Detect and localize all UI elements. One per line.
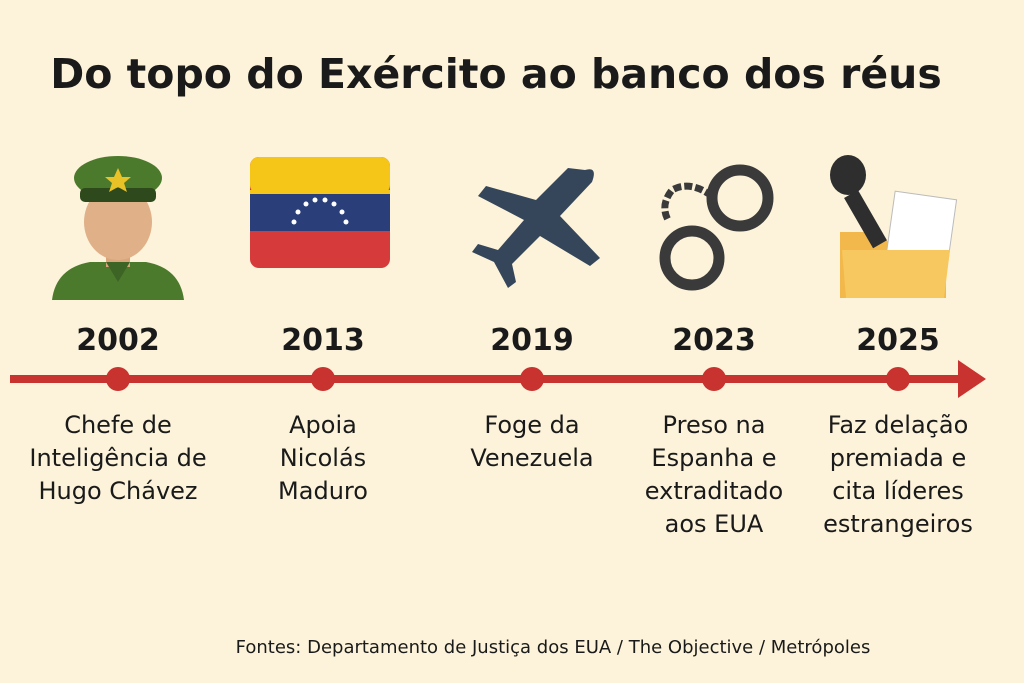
event-description: Maduro bbox=[278, 477, 368, 505]
event-description: estrangeiros bbox=[823, 510, 973, 538]
event-description: extraditado bbox=[645, 477, 783, 505]
timeline-arrow bbox=[958, 360, 986, 398]
event-description: Venezuela bbox=[470, 444, 593, 472]
microphone-folder-icon bbox=[830, 155, 958, 298]
venezuela-flag-icon bbox=[250, 157, 390, 268]
event-description: cita líderes bbox=[832, 477, 964, 505]
event-year: 2023 bbox=[672, 323, 756, 358]
event-year: 2019 bbox=[490, 323, 574, 358]
sources: Fontes: Departamento de Justiça dos EUA … bbox=[236, 637, 871, 658]
event-year: 2002 bbox=[76, 323, 160, 358]
timeline-dot bbox=[311, 367, 335, 391]
event-year: 2025 bbox=[856, 323, 940, 358]
event-description: Espanha e bbox=[651, 444, 776, 472]
timeline-dot bbox=[520, 367, 544, 391]
airplane-icon bbox=[472, 168, 600, 288]
event-description: Hugo Chávez bbox=[38, 477, 197, 505]
event-description: Preso na bbox=[663, 411, 766, 439]
event-description: aos EUA bbox=[665, 510, 764, 538]
event-description: Nicolás bbox=[280, 444, 366, 472]
handcuffs-icon bbox=[659, 164, 774, 291]
title: Do topo do Exército ao banco dos réus bbox=[50, 50, 942, 98]
timeline: 2002 Chefe de Inteligência de Hugo Chávez 20… bbox=[10, 323, 986, 538]
timeline-dot bbox=[702, 367, 726, 391]
timeline-dot bbox=[106, 367, 130, 391]
event-description: Apoia bbox=[289, 411, 357, 439]
event-description: Faz delação bbox=[828, 411, 969, 439]
soldier-icon bbox=[52, 156, 184, 300]
event-description: Inteligência de bbox=[29, 444, 206, 472]
event-description: Foge da bbox=[484, 411, 579, 439]
event-description: Chefe de bbox=[64, 411, 172, 439]
timeline-dot bbox=[886, 367, 910, 391]
event-year: 2013 bbox=[281, 323, 365, 358]
event-description: premiada e bbox=[830, 444, 966, 472]
